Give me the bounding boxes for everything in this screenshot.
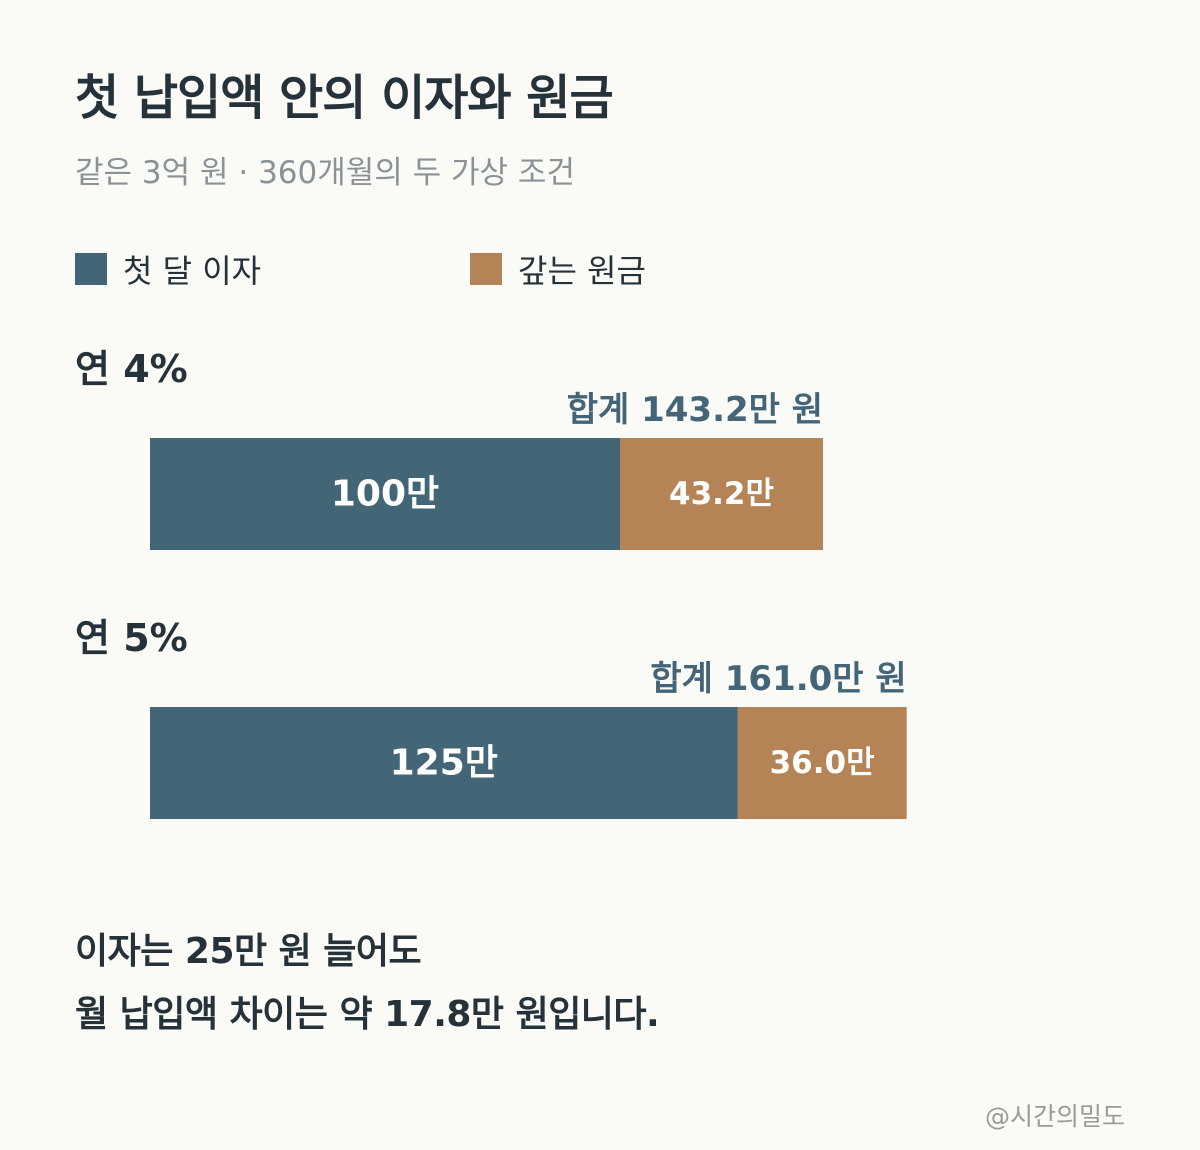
bar-label-interest-4pct: 100만: [331, 474, 439, 515]
legend-item-interest: 첫 달 이자: [75, 247, 261, 291]
total-label-5pct: 합계 161.0만 원: [650, 659, 907, 699]
bar-segment-interest-4pct: [150, 438, 620, 550]
bar-label-principal-4pct: 43.2만: [669, 476, 774, 512]
chart-title: 첫 납입액 안의 이자와 원금: [75, 70, 614, 126]
legend-swatch-interest: [75, 253, 107, 285]
legend-label-interest: 첫 달 이자: [123, 252, 262, 290]
chart-subtitle: 같은 3억 원 · 360개월의 두 가상 조건: [75, 155, 575, 191]
bar-label-interest-5pct: 125만: [390, 743, 498, 784]
footer-line-1: 이자는 25만 원 늘어도: [75, 931, 422, 972]
footer-line-2: 월 납입액 차이는 약 17.8만 원입니다.: [75, 994, 660, 1035]
credit-text: @시간의밀도: [984, 1102, 1125, 1131]
bar-segment-interest-5pct: [150, 707, 738, 819]
bar-segment-principal-5pct: [737, 707, 907, 819]
legend-label-principal: 갚는 원금: [518, 252, 646, 290]
legend-swatch-principal: [470, 253, 502, 285]
category-label-4pct: 연 4%: [75, 347, 188, 391]
total-label-4pct: 합계 143.2만 원: [566, 390, 824, 430]
bar-label-principal-5pct: 36.0만: [770, 745, 875, 781]
category-label-5pct: 연 5%: [75, 616, 188, 660]
bar-segment-principal-4pct: [620, 438, 824, 550]
legend-item-principal: 갚는 원금: [470, 247, 646, 291]
